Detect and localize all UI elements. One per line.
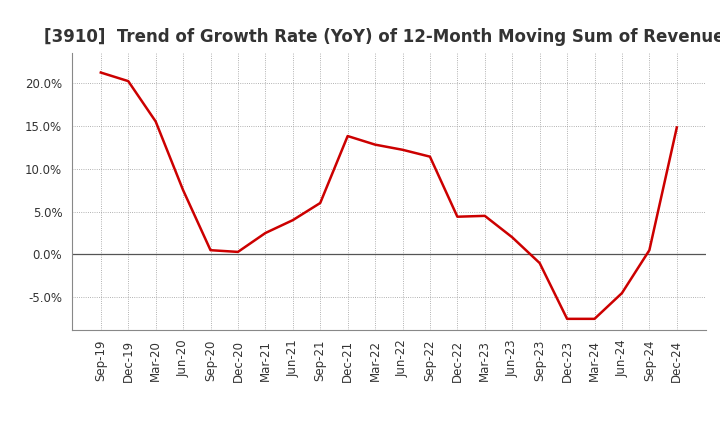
Title: [3910]  Trend of Growth Rate (YoY) of 12-Month Moving Sum of Revenues: [3910] Trend of Growth Rate (YoY) of 12-… xyxy=(44,28,720,46)
